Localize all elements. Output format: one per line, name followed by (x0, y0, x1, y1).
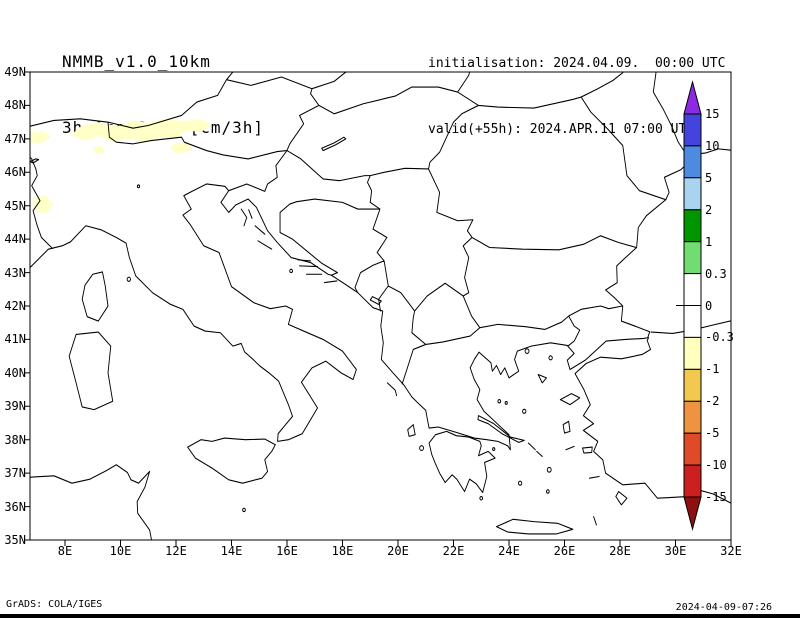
colorbar (676, 80, 702, 531)
y-axis-tick-label: 42N (4, 299, 26, 313)
colorbar-tick-label: -10 (705, 458, 727, 473)
model-title: NMMB_v1.0_10km (62, 52, 211, 71)
colorbar-tick-label: -5 (705, 426, 720, 441)
coastline-italy-west (30, 183, 357, 442)
y-axis-tick-label: 39N (4, 399, 26, 414)
y-axis-tick-label: 37N (4, 466, 26, 481)
coastline-corsica (81, 271, 109, 322)
coastline-sardinia (68, 331, 114, 411)
coastlines (30, 148, 731, 540)
x-axis-tick-label: 14E (220, 544, 243, 558)
colorbar-tick-label: -15 (705, 490, 727, 505)
lakes-and-islands (30, 136, 628, 526)
colorbar-tick-label: 15 (705, 107, 720, 121)
country-borders (30, 72, 690, 385)
y-axis-tick-label: 49N (4, 65, 26, 79)
init-time-label: initialisation: 2024.04.09. 00:00 UTC (428, 56, 726, 71)
colorbar-tick-label: -2 (705, 394, 720, 409)
coastline-crete (496, 518, 574, 535)
x-axis-tick-label: 16E (276, 544, 298, 558)
coastline-turkey-aegean-med (574, 337, 731, 504)
x-axis-tick-label: 28E (609, 544, 631, 558)
y-axis-tick-label: 46N (4, 165, 26, 180)
colorbar-arrow-bottom (683, 496, 702, 531)
lakes (30, 136, 382, 305)
x-axis-tick-label: 18E (331, 544, 354, 558)
x-axis-tick-label: 10E (109, 544, 132, 558)
y-axis-tick-label: 38N (4, 432, 26, 447)
colorbar-tick-label: 0 (705, 298, 713, 313)
small-islands (240, 208, 628, 526)
axis-ticks (24, 71, 732, 546)
island-dots (126, 184, 553, 513)
y-axis-tick-label: 45N (4, 198, 26, 213)
y-axis-tick-label: 35N (4, 533, 26, 547)
coastline-north-africa (30, 464, 152, 540)
creation-timestamp: 2024-04-09-07:26 (675, 602, 772, 613)
colorbar-tick-label: -0.3 (705, 330, 734, 345)
x-axis-tick-label: 32E (720, 544, 742, 558)
colorbar-tick-label: 0.3 (705, 266, 727, 281)
x-axis-tick-label: 30E (664, 544, 687, 558)
y-axis-tick-label: 44N (4, 232, 26, 247)
x-axis-tick-label: 24E (498, 544, 520, 558)
x-axis-tick-label: 22E (442, 544, 465, 558)
x-axis-tick-label: 26E (553, 544, 576, 558)
y-axis-tick-label: 48N (4, 98, 26, 113)
x-axis-tick-label: 12E (165, 544, 187, 558)
borders-dinaric (279, 175, 389, 294)
y-axis-tick-label: 36N (4, 499, 26, 514)
coastline-euboea (477, 415, 525, 443)
y-axis-tick-label: 41N (4, 332, 26, 347)
borders-alps-region (30, 72, 347, 250)
y-axis-tick-label: 40N (4, 365, 26, 380)
snow-shading (30, 118, 211, 215)
colorbar-tick-label: 2 (705, 202, 713, 217)
y-axis-tick-label: 43N (4, 265, 26, 280)
bottom-edge-bar (0, 614, 800, 618)
borders-pannonia-carpathia (228, 72, 690, 201)
y-axis-tick-label: 47N (4, 131, 26, 146)
colorbar-tick-label: 5 (705, 170, 713, 185)
colorbar-tick-label: 10 (705, 138, 720, 153)
coastline-peloponnese (428, 430, 496, 494)
x-axis-tick-label: 20E (387, 544, 409, 558)
colorbar-tick-label: 1 (705, 234, 713, 249)
borders-balkans-south (378, 168, 637, 385)
coastline-adriatic-aegean-blacksea (220, 148, 731, 451)
colorbar-tick-label: -1 (705, 362, 720, 377)
grads-credit: GrADS: COLA/IGES (6, 599, 103, 610)
coastline-sicily (187, 437, 276, 484)
x-axis-tick-label: 8E (57, 544, 73, 558)
